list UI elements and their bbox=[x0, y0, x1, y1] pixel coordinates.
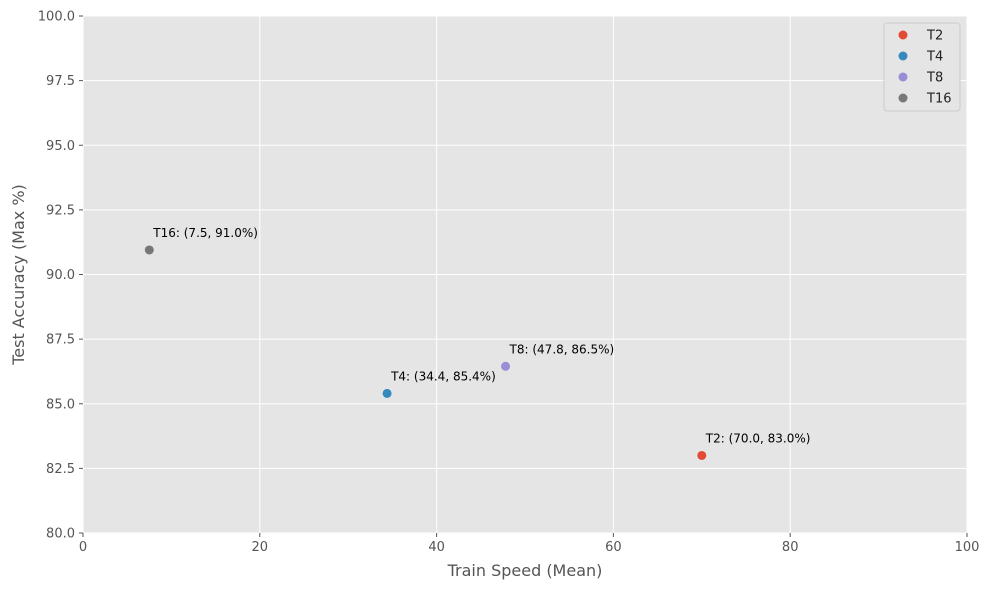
legend-marker-t16 bbox=[898, 93, 908, 103]
legend-label-t8: T8 bbox=[926, 71, 943, 86]
legend: T2 T4 T8 T16 bbox=[883, 22, 961, 112]
y-tick-label: 90.0 bbox=[46, 268, 75, 283]
y-tick-label: 92.5 bbox=[46, 203, 75, 218]
x-tick-label: 100 bbox=[955, 540, 980, 555]
legend-box bbox=[883, 22, 961, 112]
y-tick-label: 97.5 bbox=[46, 74, 75, 89]
annotation-t16: T16: (7.5, 91.0%) bbox=[152, 226, 258, 240]
x-axis-ticks: 0 20 40 60 80 100 bbox=[79, 533, 980, 555]
y-tick-label: 82.5 bbox=[46, 462, 75, 477]
legend-label-t2: T2 bbox=[926, 29, 943, 44]
x-axis-label: Train Speed (Mean) bbox=[447, 561, 603, 580]
x-tick-label: 60 bbox=[605, 540, 622, 555]
legend-marker-t4 bbox=[898, 51, 908, 61]
y-tick-label: 80.0 bbox=[46, 527, 75, 542]
grid-lines bbox=[82, 15, 968, 534]
y-tick-label: 87.5 bbox=[46, 333, 75, 348]
x-tick-label: 0 bbox=[79, 540, 87, 555]
point-annotations: T2: (70.0, 83.0%) T4: (34.4, 85.4%) T8: (4… bbox=[152, 226, 810, 446]
point-t4 bbox=[382, 388, 392, 398]
point-t16 bbox=[144, 245, 154, 255]
annotation-t8: T8: (47.8, 86.5%) bbox=[509, 342, 615, 356]
y-tick-label: 95.0 bbox=[46, 139, 75, 154]
y-tick-label: 85.0 bbox=[46, 397, 75, 412]
y-tick-label: 100.0 bbox=[38, 10, 75, 25]
x-tick-label: 80 bbox=[782, 540, 799, 555]
x-tick-label: 20 bbox=[252, 540, 269, 555]
y-axis-label: Test Accuracy (Max %) bbox=[9, 184, 28, 366]
legend-marker-t8 bbox=[898, 72, 908, 82]
x-tick-label: 40 bbox=[428, 540, 445, 555]
legend-label-t16: T16 bbox=[926, 92, 951, 107]
point-t2 bbox=[697, 450, 707, 460]
data-points bbox=[144, 245, 707, 460]
point-t8 bbox=[501, 361, 511, 371]
legend-marker-t2 bbox=[898, 30, 908, 40]
legend-label-t4: T4 bbox=[926, 50, 943, 65]
y-axis-ticks: 80.0 82.5 85.0 87.5 90.0 92.5 95.0 97.5 100.0 bbox=[38, 10, 83, 542]
annotation-t4: T4: (34.4, 85.4%) bbox=[390, 369, 496, 383]
annotation-t2: T2: (70.0, 83.0%) bbox=[705, 431, 811, 445]
